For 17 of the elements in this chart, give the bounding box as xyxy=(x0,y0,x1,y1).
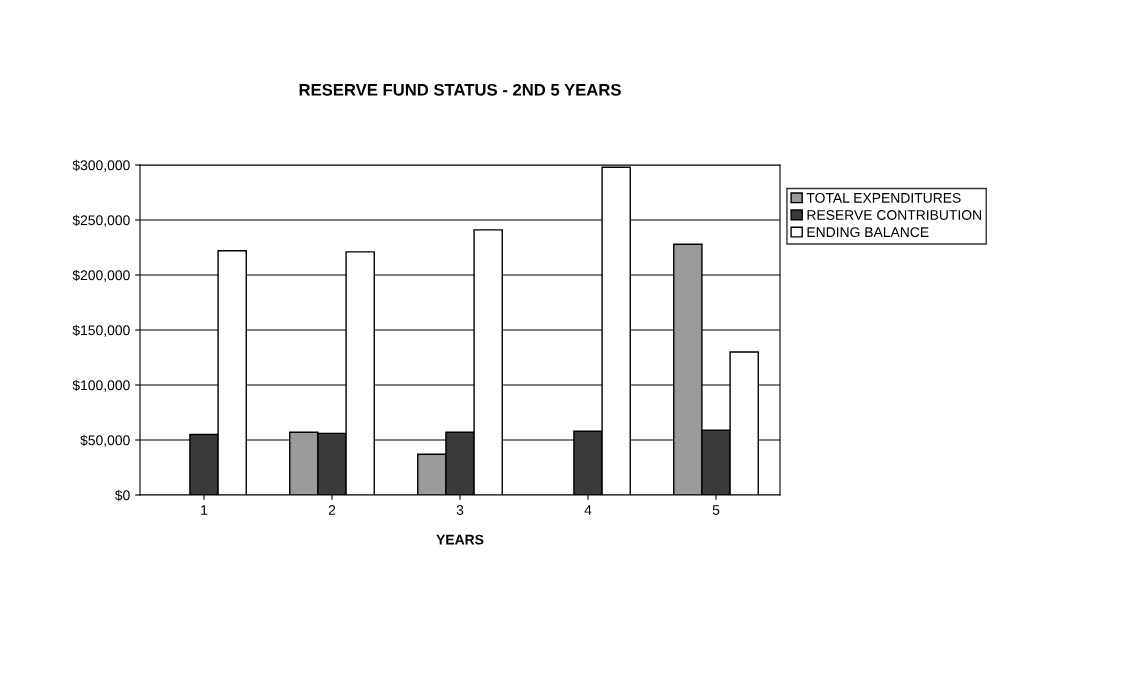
legend-label: ENDING BALANCE xyxy=(807,227,929,238)
y-tick-label: $0 xyxy=(114,489,130,501)
x-axis-title: YEARS xyxy=(436,534,484,545)
y-tick-label: $250,000 xyxy=(72,214,130,227)
x-tick-label: 5 xyxy=(712,505,720,515)
x-tick-label: 2 xyxy=(328,505,336,515)
x-tick-label: 3 xyxy=(456,505,464,515)
legend-label: TOTAL EXPENDITURES xyxy=(806,192,961,203)
x-tick-label: 4 xyxy=(584,505,592,515)
y-tick-label: $300,000 xyxy=(72,159,130,172)
x-tick-label: 1 xyxy=(201,505,208,515)
legend-label: RESERVE CONTRIBUTION xyxy=(807,210,981,220)
y-tick-label: $200,000 xyxy=(72,269,130,282)
y-tick-label: $50,000 xyxy=(80,434,130,447)
y-tick-label: $150,000 xyxy=(72,324,130,337)
y-tick-label: $100,000 xyxy=(72,379,130,392)
chart-title: RESERVE FUND STATUS - 2ND 5 YEARS xyxy=(299,83,621,96)
